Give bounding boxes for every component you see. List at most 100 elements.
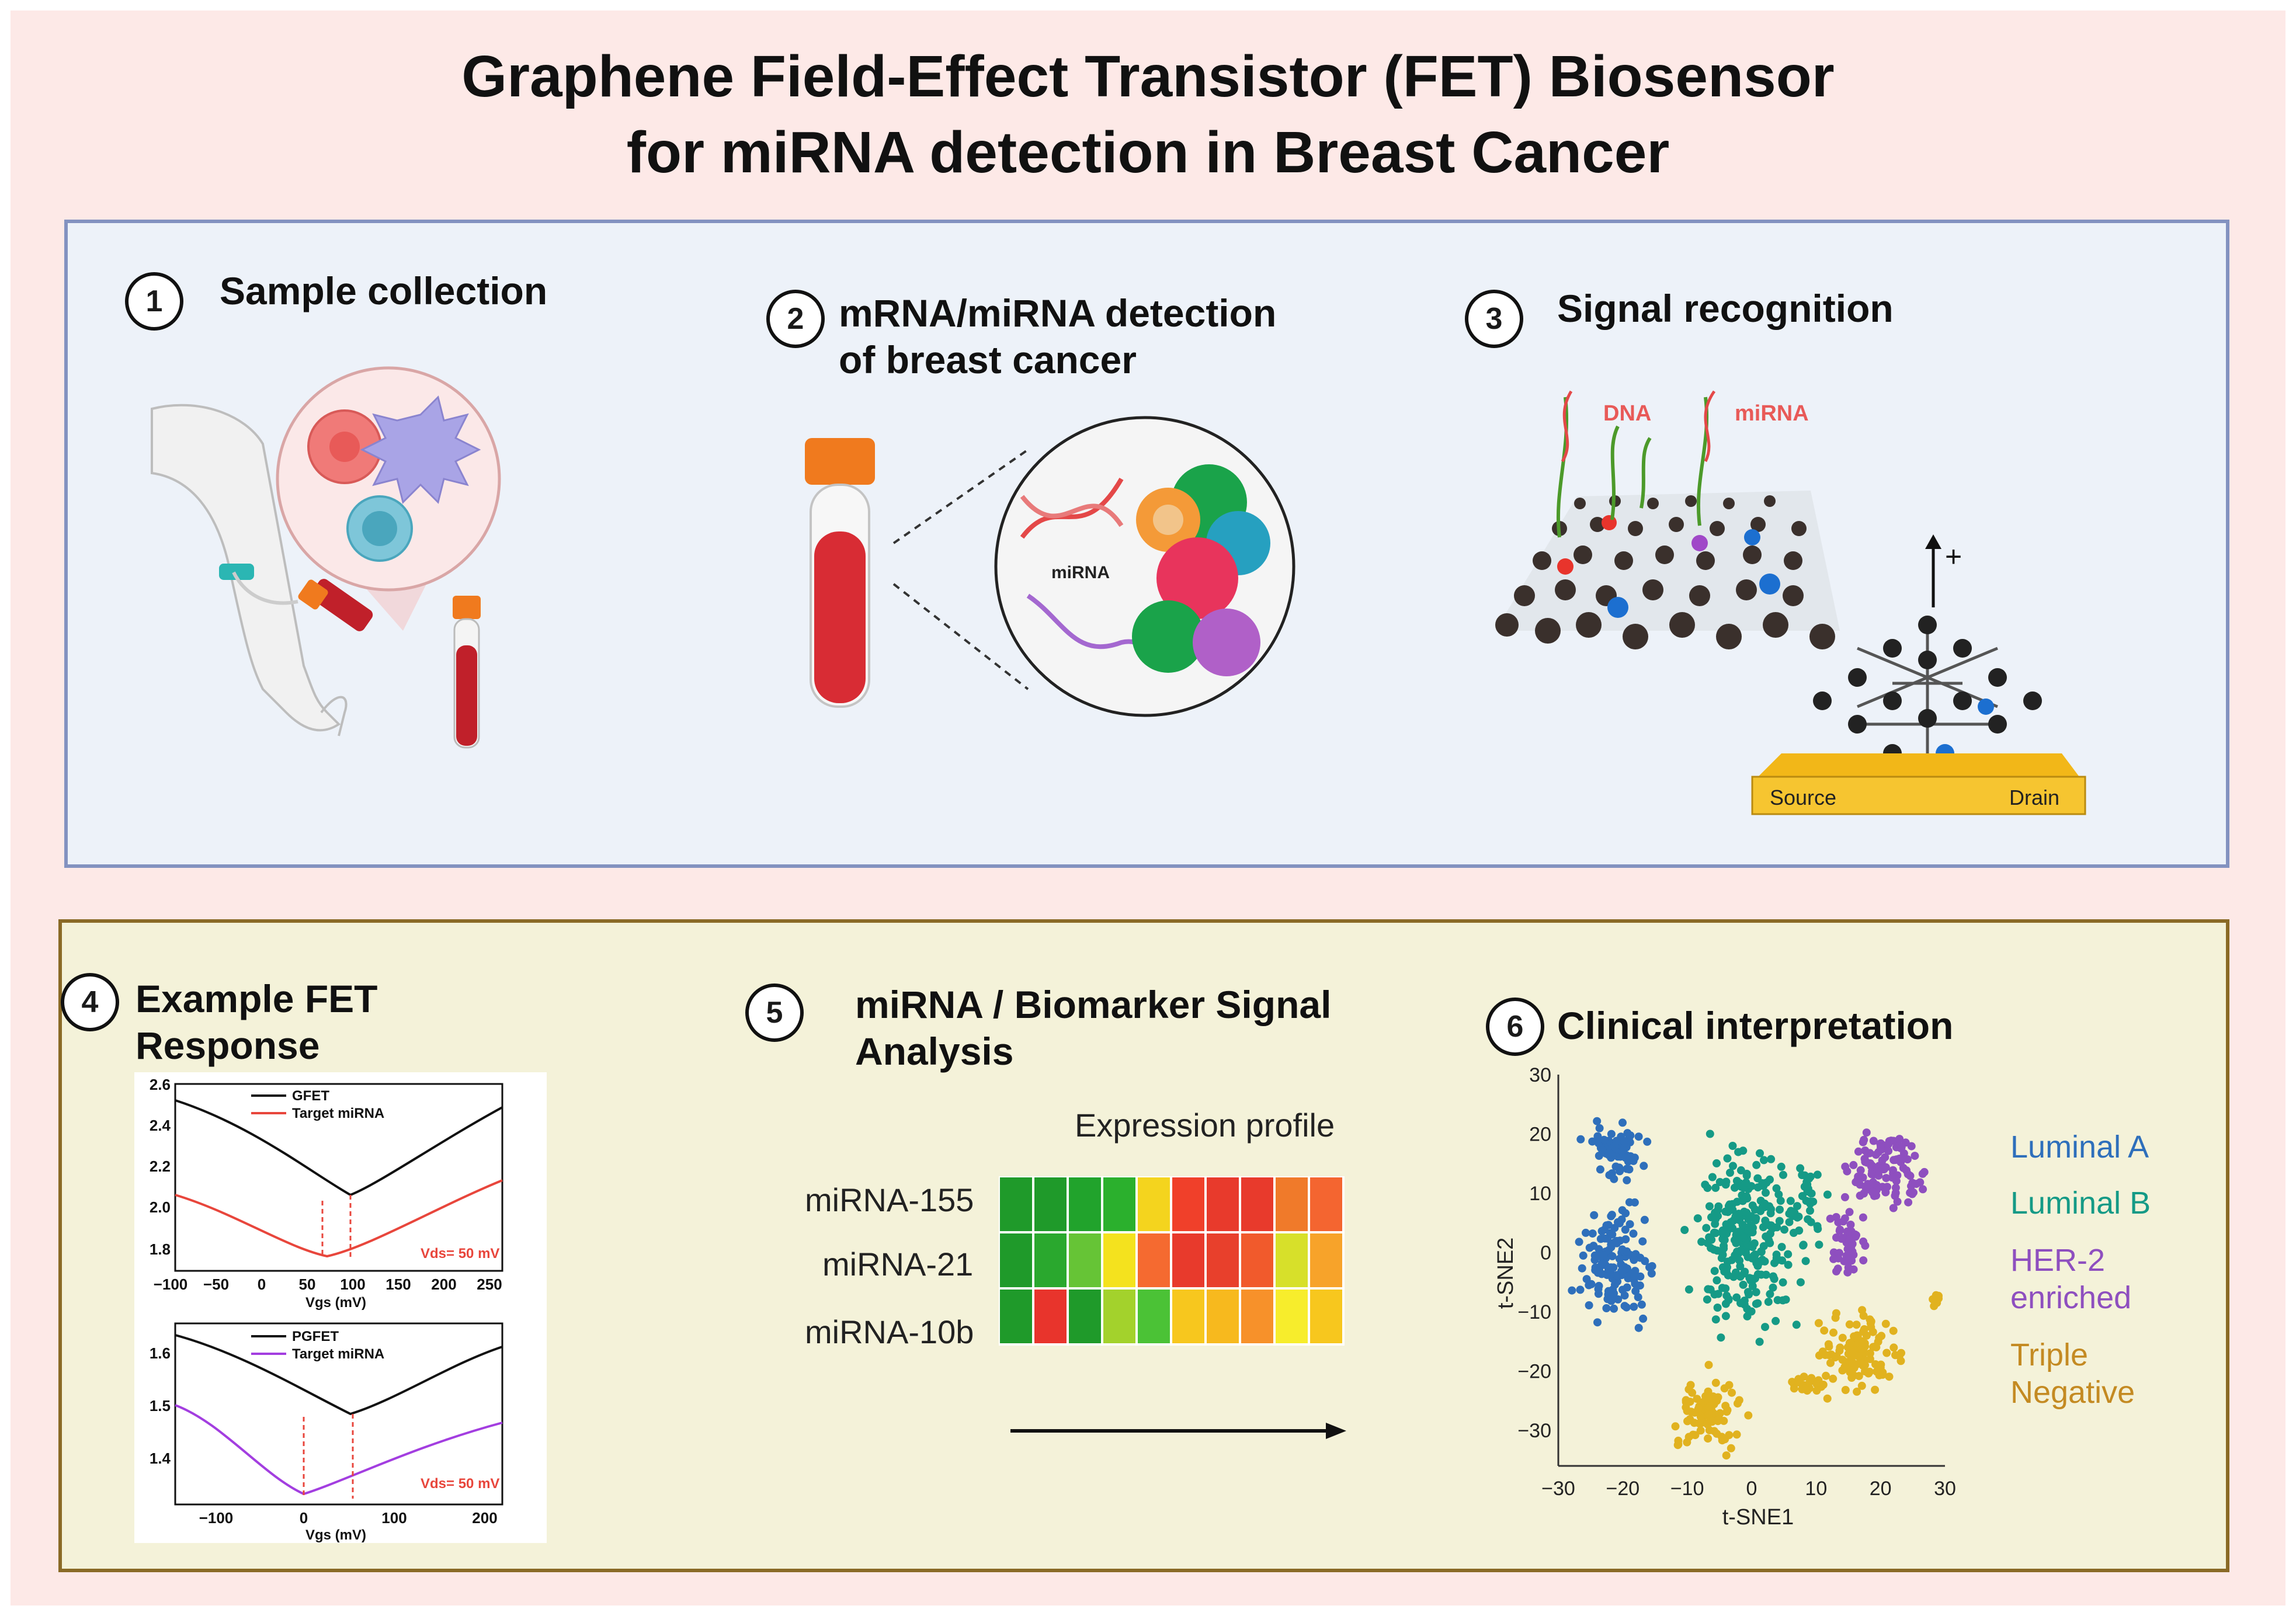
tsne-point [1593,1318,1602,1327]
tsne-point [1853,1331,1861,1340]
tsne-point [1889,1204,1898,1212]
heatmap-cell [1135,1176,1172,1233]
tsne-point [1596,1165,1604,1174]
tsne-point [1742,1178,1750,1187]
sample-collection-illustration [151,366,501,749]
tsne-point [1755,1337,1764,1346]
legend-line: HER-2 [2010,1243,2106,1278]
legend-triple-negative: Triple Negative [2010,1336,2135,1411]
tsne-point [1919,1185,1927,1194]
tsne-point [1888,1173,1896,1182]
tsne-point [1832,1233,1840,1242]
tsne-point [1732,1430,1741,1439]
sample-tube-cap [805,438,875,485]
tsne-point [1838,1366,1847,1375]
tsne-point [1852,1178,1860,1187]
tsne-point [1849,1160,1858,1169]
pgfet-x-ticks: −100 0 100 200 [199,1509,498,1527]
tsne-point [1626,1131,1635,1140]
tsne-point [1877,1332,1886,1340]
tsne-point [1882,1174,1891,1183]
tsne-point [1683,1417,1691,1426]
tsne-point [1920,1167,1929,1176]
tsne-xtick: 0 [1746,1478,1757,1500]
tsne-point [1710,1267,1719,1276]
tsne-point [1576,1135,1585,1144]
tsne-point [1714,1416,1722,1424]
tsne-point [1728,1142,1737,1150]
tsne-point [1739,1280,1748,1289]
legend-line: Luminal B [2010,1186,2151,1221]
tsne-point [1770,1259,1779,1267]
tsne-point [1688,1388,1697,1397]
heatmap-cell [1101,1287,1138,1346]
heatmap-cell [1170,1287,1207,1346]
tsne-point [1854,1372,1863,1381]
tsne-point [1908,1190,1916,1198]
tsne-point [1736,1299,1745,1308]
step-4-badge: 4 [61,973,119,1031]
tsne-point [1713,1159,1721,1167]
tsne-point [1779,1296,1787,1305]
hybridized-strands [1561,390,1716,463]
tsne-point [1779,1170,1787,1179]
gfet-ytick: 2.2 [150,1158,171,1175]
step-4-title-line-1: Example FET [136,977,378,1020]
tsne-point [1634,1293,1642,1302]
tsne-point [1881,1188,1890,1197]
step-1-title: Sample collection [220,269,548,312]
tsne-point [1784,1250,1793,1259]
tsne-point [1873,1181,1881,1190]
tsne-point [1767,1155,1776,1163]
tsne-point [1711,1315,1720,1324]
tsne-point [1621,1209,1630,1218]
gfet-ytick: 2.6 [150,1076,171,1093]
tsne-point [1841,1162,1850,1171]
standing-tube-cap [453,596,481,619]
pgfet-target-curve [175,1404,503,1496]
step-4-title: Example FET Response [136,975,377,1069]
heatmap-cell [1067,1176,1103,1233]
signal-recognition-illustration: DNA miRNA + Source Drain [1495,390,2086,815]
tsne-point [1731,1236,1739,1245]
tsne-point [1820,1326,1829,1335]
tsne-point [1736,1262,1745,1271]
tsne-point [1752,1299,1760,1308]
heatmap-cell [1308,1287,1345,1346]
expression-profile-title: Expression profile [1075,1107,1335,1144]
step-3-badge: 3 [1465,290,1523,348]
fet-substrate [1751,776,2086,815]
heatmap-cell [1101,1231,1138,1290]
tsne-point [1598,1146,1607,1155]
tsne-point [1793,1202,1801,1211]
tsne-point [1777,1162,1786,1171]
expression-heatmap [999,1176,1345,1346]
tsne-point [1823,1190,1832,1199]
tsne-point [1785,1218,1794,1226]
sample-tube-blood [814,531,866,703]
tsne-point [1623,1165,1631,1173]
tsne-point [1843,1268,1852,1277]
tsne-point [1891,1183,1900,1192]
tsne-point [1722,1451,1731,1460]
legend-her2-enriched: HER-2 enriched [2010,1242,2131,1316]
gfet-xtick: 0 [258,1276,266,1293]
gfet-curve [175,1099,503,1197]
gfet-target-legend-label: Target miRNA [292,1106,384,1121]
tsne-point [1796,1278,1805,1287]
heatmap-cell [1308,1231,1345,1290]
tsne-point [1608,1230,1617,1239]
tsne-point [1593,1117,1602,1125]
title-line-1: Graphene Field-Effect Transistor (FET) B… [461,44,1835,109]
tsne-point [1877,1360,1885,1369]
step-1-badge: 1 [125,272,183,331]
tsne-point [1588,1229,1597,1238]
tsne-point [1845,1208,1854,1217]
legend-line: Triple [2010,1337,2089,1372]
probe-mirna-label: miRNA [1735,401,1809,426]
tsne-point [1713,1276,1721,1285]
tsne-ytick: 20 [1529,1124,1551,1146]
tsne-xtick: −30 [1541,1478,1575,1500]
tsne-point [1720,1244,1728,1253]
tsne-point [1799,1240,1808,1249]
